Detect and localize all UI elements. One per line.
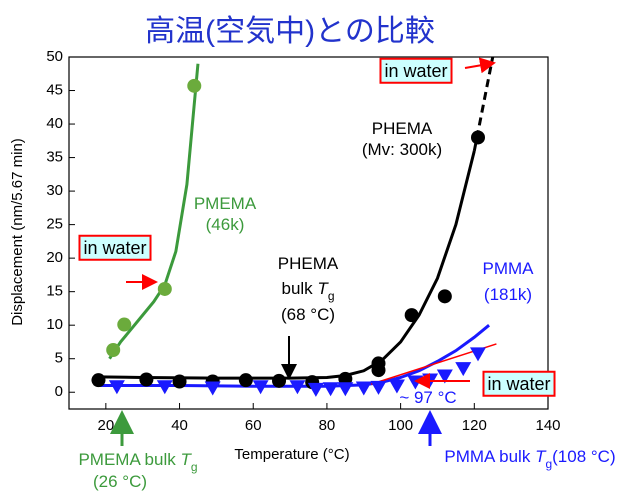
triangle-point <box>455 362 472 377</box>
annotation: PMMA <box>483 259 535 278</box>
triangle-point <box>156 380 173 395</box>
y-tick-label: 40 <box>46 115 63 132</box>
circle-point <box>106 342 121 357</box>
y-tick-label: 15 <box>46 283 63 300</box>
annotation-run: T <box>535 447 547 466</box>
triangle-point <box>388 379 405 394</box>
y-tick-label: 45 <box>46 81 63 98</box>
circle-point <box>157 281 172 296</box>
annotation: ~ 97 °C <box>399 388 456 407</box>
annotation-run: T <box>180 450 192 469</box>
x-tick-label: 120 <box>462 417 487 434</box>
annotation: (26 °C) <box>93 472 147 491</box>
y-tick-label: 10 <box>46 316 63 333</box>
triangle-point <box>289 380 306 395</box>
y-tick-label: 25 <box>46 216 63 233</box>
annotation: PMMA bulk Tg(108 °C) <box>444 447 615 471</box>
x-tick-label: 40 <box>171 417 188 434</box>
circle-point <box>117 317 132 332</box>
annotation-run: (26 °C) <box>93 472 147 491</box>
annotation: (181k) <box>484 285 532 304</box>
circle-point <box>470 130 485 145</box>
y-tick-label: 0 <box>55 383 63 400</box>
annotation-run: in water <box>83 238 146 258</box>
in-water-box <box>482 370 556 397</box>
circle-point <box>371 356 386 371</box>
x-tick-label: 140 <box>535 417 560 434</box>
triangle-point <box>337 382 354 397</box>
annotation-run: (Mv: 300k) <box>362 140 442 159</box>
circle-point <box>139 372 154 387</box>
annotation-run: PHEMA <box>372 119 433 138</box>
in-water-box <box>379 57 453 84</box>
annotation-run: PMMA bulk <box>444 447 535 466</box>
x-tick-label: 100 <box>388 417 413 434</box>
y-tick-label: 50 <box>46 48 63 65</box>
circle-point <box>187 78 202 93</box>
circle-point <box>238 373 253 388</box>
y-tick-label: 35 <box>46 149 63 166</box>
annotation-run: g <box>191 460 198 474</box>
chart-title: 高温(空気中)との比較 <box>145 15 435 48</box>
triangle-point <box>252 380 269 395</box>
circle-point <box>91 373 106 388</box>
x-tick-label: 20 <box>98 417 115 434</box>
fit-curve <box>108 63 200 360</box>
y-tick-label: 20 <box>46 249 63 266</box>
in-water-label: in water <box>384 61 447 81</box>
in-water-label: in water <box>487 374 550 394</box>
circle-point <box>172 374 187 389</box>
triangle-point <box>204 381 221 396</box>
annotation-run: bulk <box>282 279 318 298</box>
triangle-point <box>108 380 125 395</box>
annotation: PMEMA bulk Tg <box>78 450 197 474</box>
triangle-point <box>355 381 372 396</box>
triangle-point <box>322 382 339 397</box>
annotation-run: (68 °C) <box>281 305 335 324</box>
annotation-run: g <box>328 289 335 303</box>
annotation-run: (46k) <box>206 215 245 234</box>
y-tick-label: 30 <box>46 182 63 199</box>
annotation-run: PMMA <box>483 259 535 278</box>
triangle-point <box>307 382 324 397</box>
annotation: PHEMA <box>278 254 339 273</box>
annotation: (Mv: 300k) <box>362 140 442 159</box>
annotation: (46k) <box>206 215 245 234</box>
annotation-run: PMEMA bulk <box>78 450 180 469</box>
triangle-point <box>469 347 486 362</box>
x-tick-label: 60 <box>245 417 262 434</box>
in-water-box <box>78 234 152 261</box>
annotation-run: in water <box>384 61 447 81</box>
annotation-run: (108 °C) <box>552 447 615 466</box>
annotation: PHEMA <box>372 119 433 138</box>
in-water-label: in water <box>83 238 146 258</box>
circle-point <box>437 289 452 304</box>
triangle-point <box>436 369 453 384</box>
annotation-run: PHEMA <box>278 254 339 273</box>
plot-frame <box>68 56 549 410</box>
y-tick-label: 5 <box>55 350 63 367</box>
circle-point <box>272 373 287 388</box>
annotation-run: in water <box>487 374 550 394</box>
circle-point <box>404 308 419 323</box>
annotation: (68 °C) <box>281 305 335 324</box>
y-axis-label: Displacement (nm/5.67 min) <box>9 138 26 326</box>
triangle-point <box>370 380 387 395</box>
annotation-run: g <box>545 457 552 471</box>
x-tick-label: 80 <box>319 417 336 434</box>
x-axis-label: Temperature (°C) <box>234 446 349 463</box>
arrows <box>110 57 496 446</box>
annotation: bulk Tg <box>282 279 335 303</box>
annotation-run: PMEMA <box>194 194 257 213</box>
annotation: PMEMA <box>194 194 257 213</box>
annotation-run: T <box>317 279 329 298</box>
triangle-point <box>407 375 424 390</box>
annotation-run: ~ 97 °C <box>399 388 456 407</box>
annotation-run: (181k) <box>484 285 532 304</box>
